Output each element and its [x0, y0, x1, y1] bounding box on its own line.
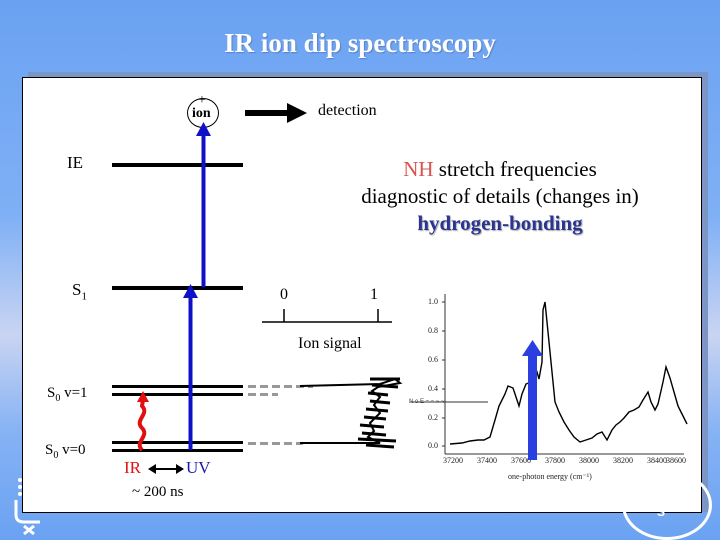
detection-label: detection	[318, 102, 377, 119]
svg-text:0.4: 0.4	[428, 384, 438, 393]
ir-spectrum-chart: 1.0 0.8 0.6 0.4 0.2 0.0 37200 37400 3760…	[409, 294, 688, 481]
nh-label: NH	[403, 157, 434, 181]
ie-label: IE	[67, 153, 84, 172]
ion-label: ion	[192, 106, 211, 121]
hydrogen-bonding-label: hydrogen-bonding	[417, 211, 583, 235]
detection-arrow-icon	[245, 103, 307, 123]
ion-signal-label: Ion signal	[298, 335, 362, 352]
s0v0-level-line-a	[112, 441, 243, 444]
delay-double-arrow-icon	[148, 464, 184, 474]
svg-text:37200: 37200	[443, 456, 463, 465]
svg-text:38200: 38200	[613, 456, 633, 465]
ion-signal-axis	[262, 309, 392, 323]
s0v1-dashed-connector-b	[248, 393, 278, 396]
svg-text:37800: 37800	[545, 456, 565, 465]
uv-arrows-icon	[183, 122, 211, 450]
svg-text:N o E = ≈ ~ ~: N o E = ≈ ~ ~	[409, 399, 445, 405]
s0v0-dashed-connector	[248, 442, 303, 445]
s1-level-line	[112, 286, 243, 290]
slide-title: IR ion dip spectroscopy	[224, 28, 496, 58]
ir-label: IR	[124, 458, 141, 477]
nh-annotation: NH stretch frequencies diagnostic of det…	[330, 156, 670, 237]
s1-label: S1	[72, 280, 87, 303]
s0v1-label: S0 v=1	[47, 385, 88, 404]
s0v1-dashed-connector	[248, 385, 313, 388]
ion-signal-tick-0: 0	[280, 286, 288, 303]
uv-label: UV	[186, 458, 211, 477]
s0v0-label: S0 v=0	[45, 442, 86, 461]
svg-text:0.0: 0.0	[428, 441, 438, 450]
svg-text:one-photon energy (cm⁻¹): one-photon energy (cm⁻¹)	[508, 472, 592, 481]
annotation-line-2: diagnostic of details (changes in)	[361, 184, 639, 208]
institution-logo-icon	[14, 478, 40, 536]
ie-level-line	[112, 163, 243, 167]
ion-dip-trace	[300, 377, 403, 449]
uv-probe-arrow-icon	[522, 340, 543, 460]
delay-label: ~ 200 ns	[132, 484, 184, 500]
svg-text:38600: 38600	[666, 456, 686, 465]
svg-text:1.0: 1.0	[428, 297, 438, 306]
s0v1-level-line-b	[112, 393, 243, 396]
footer-logo-ring	[622, 470, 712, 540]
svg-text:37600: 37600	[511, 456, 531, 465]
svg-text:0.6: 0.6	[428, 355, 438, 364]
ion-signal-tick-1: 1	[370, 286, 378, 303]
ir-wavy-arrow-icon	[137, 391, 149, 452]
svg-text:0.2: 0.2	[428, 413, 438, 422]
svg-text:0.8: 0.8	[428, 326, 438, 335]
svg-text:37400: 37400	[477, 456, 497, 465]
svg-text:38400: 38400	[647, 456, 667, 465]
s0v0-level-line-b	[112, 449, 243, 452]
svg-text:38000: 38000	[579, 456, 599, 465]
footer-logo-letter: S	[657, 505, 666, 519]
ion-charge: +	[198, 93, 206, 108]
s0v1-level-line-a	[112, 385, 243, 388]
